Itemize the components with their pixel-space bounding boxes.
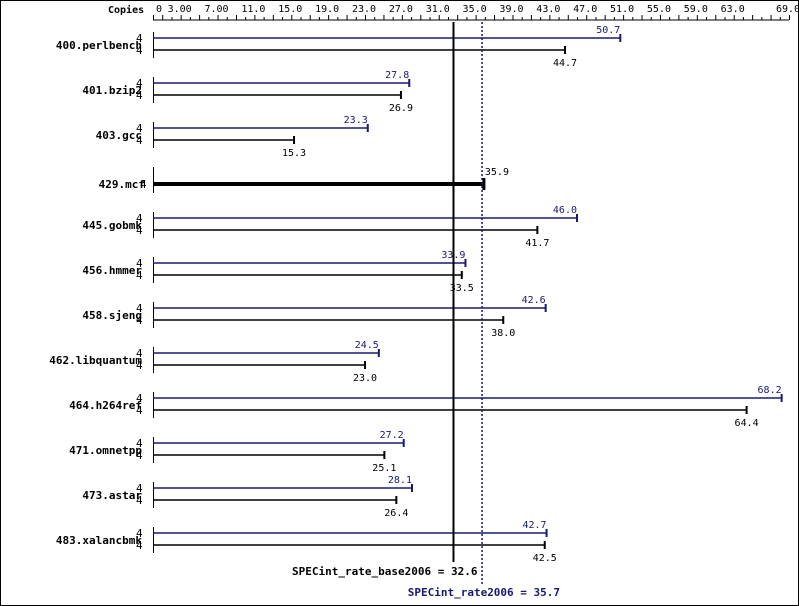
base-copies-value: 4 <box>136 224 143 237</box>
x-tick-label: 39.0 <box>499 4 523 15</box>
benchmark-label: 462.libquantum <box>49 354 142 367</box>
peak-copies-value: 4 <box>136 77 143 90</box>
base-value-label: 25.1 <box>372 463 396 474</box>
base-copies-value: 4 <box>136 89 143 102</box>
copies-header: Copies <box>108 4 144 16</box>
peak-value-label: 68.2 <box>758 385 782 396</box>
base-summary-label: SPECint_rate_base2006 = 32.6 <box>292 565 478 578</box>
benchmark-label: 445.gobmk <box>82 219 142 232</box>
peak-value-label: 27.2 <box>380 430 404 441</box>
base-value-label: 23.0 <box>353 373 377 384</box>
x-tick-label: 7.00 <box>204 4 228 15</box>
x-tick-label: 35.0 <box>463 4 487 15</box>
base-value-label: 41.7 <box>525 238 549 249</box>
peak-copies-value: 4 <box>136 212 143 225</box>
peak-value-label: 46.0 <box>553 205 577 216</box>
x-tick-label: 0 <box>156 4 162 15</box>
benchmark-label: 473.astar <box>82 489 142 502</box>
peak-copies-value: 4 <box>136 527 143 540</box>
peak-copies-value: 4 <box>136 32 143 45</box>
benchmark-label: 458.sjeng <box>82 309 142 322</box>
peak-copies-value: 4 <box>136 347 143 360</box>
x-tick-label: 47.0 <box>573 4 597 15</box>
x-tick-label: 69.0 <box>776 4 799 15</box>
x-tick-label: 63.0 <box>721 4 745 15</box>
benchmark-label: 400.perlbench <box>56 39 142 52</box>
base-value-label: 64.4 <box>735 418 759 429</box>
summary-lines: SPECint_rate_base2006 = 32.6 SPECint_rate… <box>292 22 560 599</box>
x-tick-label: 3.00 <box>168 4 192 15</box>
peak-value-label: 27.8 <box>385 70 409 81</box>
benchmark-label: 429.mcf <box>99 178 145 191</box>
x-tick-label: 19.0 <box>315 4 339 15</box>
x-tick-label: 43.0 <box>536 4 560 15</box>
base-copies-value: 4 <box>136 134 143 147</box>
base-copies-value: 4 <box>136 44 143 57</box>
peak-value-label: 24.5 <box>355 340 379 351</box>
x-tick-label: 27.0 <box>389 4 413 15</box>
base-value-label: 26.9 <box>389 103 413 114</box>
base-value-label: 44.7 <box>553 58 577 69</box>
benchmark-label: 483.xalancbmk <box>56 534 142 547</box>
x-tick-label: 55.0 <box>647 4 671 15</box>
base-value-label: 15.3 <box>282 148 306 159</box>
peak-copies-value: 4 <box>136 437 143 450</box>
benchmark-label: 403.gcc <box>96 129 142 142</box>
peak-copies-value: 4 <box>136 302 143 315</box>
copies-value: 4 <box>140 178 147 191</box>
x-tick-label: 59.0 <box>684 4 708 15</box>
peak-copies-value: 4 <box>136 392 143 405</box>
benchmark-label: 401.bzip2 <box>82 84 142 97</box>
base-copies-value: 4 <box>136 269 143 282</box>
peak-copies-value: 4 <box>136 257 143 270</box>
x-tick-label: 23.0 <box>352 4 376 15</box>
peak-value-label: 50.7 <box>596 25 620 36</box>
x-axis: Copies 0 3.00 7.00 11.0 15.0 19.0 23.0 27.0 31.0 3… <box>108 4 799 21</box>
base-copies-value: 4 <box>136 359 143 372</box>
benchmark-label: 456.hmmer <box>82 264 142 277</box>
peak-summary-label: SPECint_rate2006 = 35.7 <box>408 586 560 599</box>
benchmark-label: 464.h264ref <box>69 399 142 412</box>
base-value-label: 26.4 <box>384 508 408 519</box>
base-value-label: 38.0 <box>491 328 515 339</box>
peak-value-label: 42.6 <box>522 295 546 306</box>
peak-copies-value: 4 <box>136 122 143 135</box>
x-tick-label: 51.0 <box>610 4 634 15</box>
bars: 400.perlbench450.7444.7401.bzip2427.8426… <box>49 25 783 564</box>
peak-value-label: 28.1 <box>388 475 412 486</box>
base-copies-value: 4 <box>136 494 143 507</box>
base-value-label: 33.5 <box>450 283 474 294</box>
base-copies-value: 4 <box>136 404 143 417</box>
base-value-label: 42.5 <box>533 553 557 564</box>
base-value-label: 35.9 <box>485 167 509 178</box>
base-copies-value: 4 <box>136 449 143 462</box>
x-tick-label: 15.0 <box>278 4 302 15</box>
base-copies-value: 4 <box>136 539 143 552</box>
peak-value-label: 42.7 <box>522 520 546 531</box>
benchmark-label: 471.omnetpp <box>69 444 142 457</box>
peak-copies-value: 4 <box>136 482 143 495</box>
x-tick-label: 31.0 <box>426 4 450 15</box>
peak-value-label: 23.3 <box>344 115 368 126</box>
x-tick-label: 11.0 <box>241 4 265 15</box>
base-copies-value: 4 <box>136 314 143 327</box>
